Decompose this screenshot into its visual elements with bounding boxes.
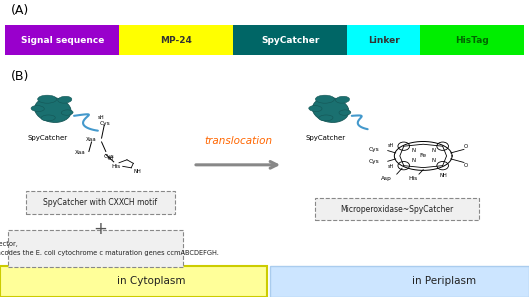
Text: translocation: translocation — [204, 135, 272, 146]
Text: Microperoxidase~SpyCatcher: Microperoxidase~SpyCatcher — [340, 205, 453, 214]
Ellipse shape — [309, 106, 322, 111]
Text: HisTag: HisTag — [455, 36, 489, 45]
FancyArrowPatch shape — [196, 162, 277, 168]
Bar — [120, 25, 233, 55]
Ellipse shape — [61, 110, 73, 115]
Text: SpyCatcher: SpyCatcher — [28, 135, 68, 141]
Ellipse shape — [313, 97, 349, 122]
Ellipse shape — [315, 95, 334, 103]
Text: Asp: Asp — [380, 176, 391, 181]
Text: pEC86 vector,
which encodes the E. coli cytochrome c maturation genes ccmABCDEFG: pEC86 vector, which encodes the E. coli … — [0, 241, 219, 256]
Text: Cys: Cys — [103, 154, 114, 159]
Text: Xaa: Xaa — [75, 151, 86, 155]
Ellipse shape — [31, 106, 44, 111]
Text: sH: sH — [387, 164, 394, 169]
Text: His: His — [409, 176, 418, 181]
Ellipse shape — [41, 115, 55, 121]
Text: Xaa: Xaa — [86, 137, 97, 142]
Text: NH: NH — [439, 173, 447, 178]
Text: sH: sH — [98, 115, 105, 120]
Text: Cys: Cys — [369, 148, 380, 152]
Text: N: N — [431, 159, 435, 163]
Text: MP-24: MP-24 — [160, 36, 193, 45]
Text: NH: NH — [134, 169, 142, 174]
Text: N: N — [431, 148, 435, 153]
Text: Fe: Fe — [419, 154, 427, 158]
Text: +: + — [94, 220, 107, 238]
Ellipse shape — [38, 95, 57, 103]
Bar — [233, 25, 348, 55]
Ellipse shape — [339, 110, 351, 115]
Text: N: N — [411, 159, 415, 163]
Text: O: O — [464, 163, 468, 168]
Text: Linker: Linker — [368, 36, 399, 45]
Bar — [420, 25, 524, 55]
Text: SpyCatcher with CXXCH motif: SpyCatcher with CXXCH motif — [43, 198, 158, 207]
Text: sH: sH — [387, 143, 394, 148]
FancyBboxPatch shape — [315, 198, 479, 220]
Text: (B): (B) — [11, 70, 29, 83]
Text: Cys: Cys — [369, 159, 380, 164]
Ellipse shape — [319, 115, 333, 121]
Text: His: His — [111, 164, 120, 169]
Text: O: O — [464, 143, 468, 148]
Bar — [5, 25, 120, 55]
Bar — [0, 266, 267, 297]
Text: Cys: Cys — [99, 121, 110, 126]
FancyBboxPatch shape — [26, 191, 175, 214]
Ellipse shape — [58, 96, 72, 103]
Ellipse shape — [335, 96, 350, 103]
Text: in Cytoplasm: in Cytoplasm — [116, 277, 185, 286]
Text: SpyCatcher: SpyCatcher — [305, 135, 345, 141]
Text: in Periplasm: in Periplasm — [412, 277, 477, 286]
Ellipse shape — [35, 97, 71, 122]
Text: SpyCatcher: SpyCatcher — [261, 36, 320, 45]
Text: Signal sequence: Signal sequence — [21, 36, 104, 45]
Text: (A): (A) — [11, 4, 29, 18]
FancyBboxPatch shape — [8, 230, 183, 267]
Text: sH: sH — [107, 156, 114, 161]
Text: N: N — [411, 148, 415, 153]
Bar — [270, 266, 529, 297]
Bar — [348, 25, 420, 55]
